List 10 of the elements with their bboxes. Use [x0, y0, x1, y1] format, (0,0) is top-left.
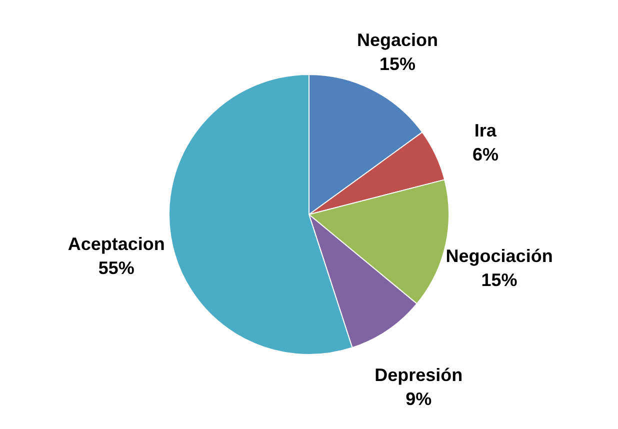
data-label: 15%: [380, 54, 416, 74]
data-label: 15%: [481, 270, 518, 290]
slice-label: Negacion: [357, 30, 438, 50]
slice-label: Negociación: [446, 246, 553, 266]
slice-label: Depresión: [374, 364, 463, 385]
slice-label: Aceptacion: [68, 234, 165, 254]
data-label: 6%: [472, 144, 498, 164]
data-label: 55%: [98, 258, 134, 278]
slice-label: Ira: [474, 120, 498, 140]
data-label: 9%: [406, 388, 432, 409]
